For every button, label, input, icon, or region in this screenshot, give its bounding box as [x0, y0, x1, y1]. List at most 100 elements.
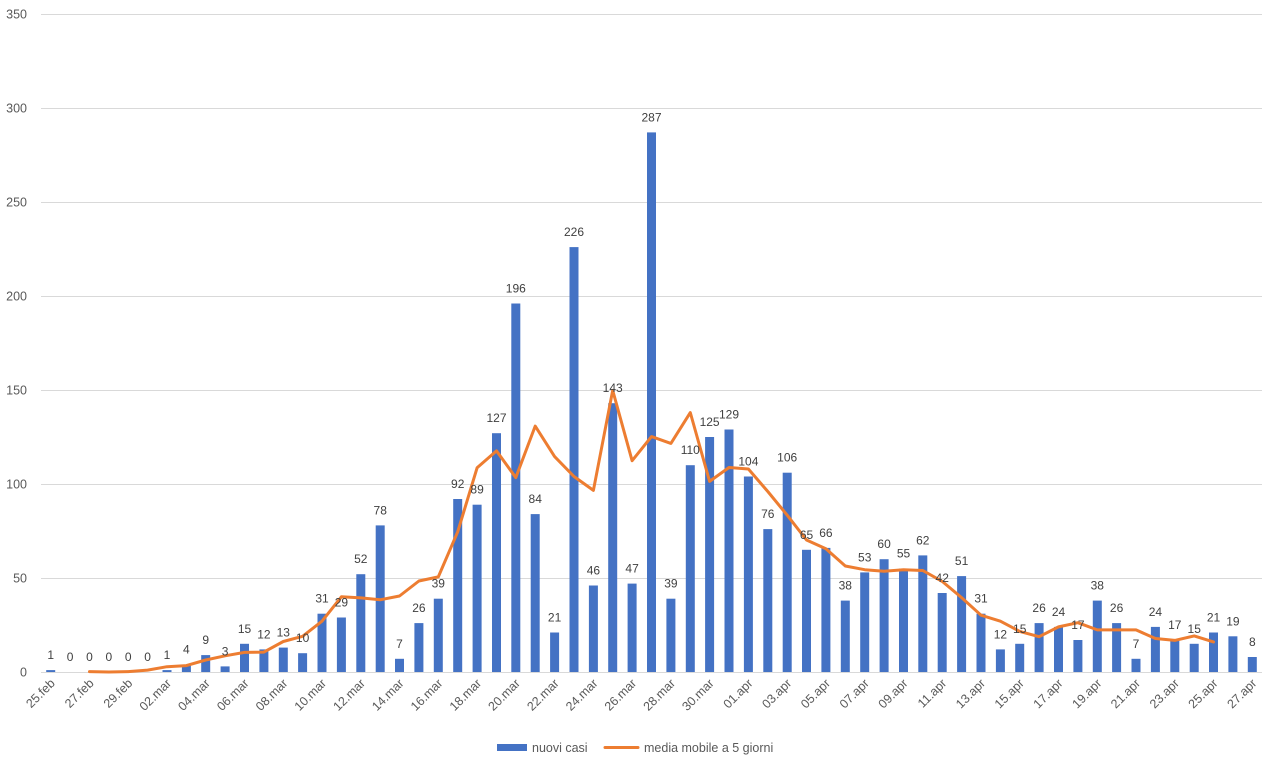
- data-label: 21: [1207, 611, 1221, 625]
- data-label: 129: [719, 408, 739, 422]
- data-label: 53: [858, 550, 872, 564]
- y-tick-label: 150: [6, 384, 27, 398]
- x-tick-label: 20.mar: [486, 676, 523, 713]
- data-label: 3: [222, 644, 229, 658]
- x-tick-label: 18.mar: [447, 676, 484, 713]
- x-tick-label: 09.apr: [876, 676, 911, 711]
- bar-nuovi-casi: [1150, 626, 1160, 672]
- x-tick-label: 27.apr: [1224, 676, 1259, 711]
- x-axis-labels: 25.feb 27.feb 29.feb 02.mar 04.mar 06.mar 08.m…: [23, 676, 1259, 713]
- data-label: 0: [86, 650, 93, 664]
- bar-nuovi-casi: [550, 632, 560, 672]
- bar-nuovi-casi: [821, 547, 831, 672]
- bar-nuovi-casi: [608, 403, 618, 672]
- bar-nuovi-casi: [724, 429, 734, 672]
- data-label: 46: [587, 564, 601, 578]
- bar-nuovi-casi: [802, 549, 811, 672]
- y-tick-label: 0: [20, 666, 27, 680]
- data-label: 1: [164, 648, 171, 662]
- bar-nuovi-casi: [957, 576, 967, 672]
- x-tick-label: 07.apr: [837, 676, 872, 711]
- data-label: 0: [125, 650, 132, 664]
- bar-nuovi-casi: [453, 499, 463, 672]
- bar-nuovi-casi: [705, 437, 715, 672]
- bar-nuovi-casi: [278, 647, 288, 672]
- bar-nuovi-casi: [395, 658, 404, 672]
- legend-swatch-bar: [497, 744, 527, 751]
- data-label: 24: [1149, 605, 1163, 619]
- legend-label-bar: nuovi casi: [532, 741, 588, 755]
- legend-item-bar: nuovi casi: [497, 741, 588, 755]
- data-label: 196: [506, 282, 526, 296]
- legend-label-line: media mobile a 5 giorni: [644, 741, 773, 755]
- y-tick-label: 50: [13, 572, 27, 586]
- x-tick-label: 26.mar: [602, 676, 639, 713]
- data-label: 17: [1168, 618, 1182, 632]
- data-label: 65: [800, 528, 814, 542]
- data-label: 26: [1032, 601, 1046, 615]
- bar-nuovi-casi: [240, 643, 249, 672]
- bar-nuovi-casi: [879, 559, 889, 672]
- bar-nuovi-casi: [201, 655, 211, 672]
- bar-nuovi-casi: [569, 247, 579, 672]
- bar-nuovi-casi: [588, 585, 598, 672]
- data-label: 1: [47, 648, 54, 662]
- data-label: 143: [603, 381, 623, 395]
- legend-item-line: media mobile a 5 giorni: [603, 741, 773, 755]
- data-label: 31: [315, 592, 329, 606]
- data-label: 24: [1052, 605, 1066, 619]
- bar-nuovi-casi: [511, 303, 521, 672]
- bar-nuovi-casi: [162, 670, 172, 672]
- data-label: 12: [994, 627, 1008, 641]
- data-label: 89: [470, 483, 484, 497]
- x-tick-label: 08.mar: [253, 676, 290, 713]
- bar-nuovi-casi: [259, 649, 269, 672]
- x-tick-label: 25.feb: [23, 676, 58, 711]
- bar-nuovi-casi: [937, 593, 947, 672]
- bar-nuovi-casi: [627, 583, 637, 672]
- x-tick-label: 23.apr: [1147, 676, 1182, 711]
- data-label: 51: [955, 554, 969, 568]
- data-label: 66: [819, 526, 833, 540]
- bar-nuovi-casi: [472, 504, 482, 672]
- x-tick-label: 04.mar: [175, 676, 212, 713]
- data-label: 106: [777, 451, 797, 465]
- x-tick-label: 01.apr: [721, 676, 756, 711]
- y-tick-label: 100: [6, 478, 27, 492]
- data-label: 92: [451, 477, 465, 491]
- data-label: 226: [564, 225, 584, 239]
- bar-nuovi-casi: [666, 598, 676, 672]
- bar-nuovi-casi: [1228, 636, 1238, 672]
- x-tick-label: 30.mar: [679, 676, 716, 713]
- data-label: 0: [105, 650, 112, 664]
- data-label: 38: [1091, 579, 1105, 593]
- x-tick-label: 28.mar: [641, 676, 678, 713]
- data-label: 76: [761, 507, 775, 521]
- bars: [46, 132, 1257, 672]
- bar-nuovi-casi: [317, 613, 327, 672]
- data-label: 7: [1133, 637, 1140, 651]
- bar-nuovi-casi: [840, 600, 850, 672]
- bar-nuovi-casi: [1131, 658, 1141, 672]
- data-label: 110: [681, 443, 700, 457]
- bar-nuovi-casi: [995, 649, 1005, 672]
- bar-nuovi-casi: [1189, 643, 1199, 672]
- x-tick-label: 25.apr: [1186, 676, 1221, 711]
- data-label: 287: [641, 110, 661, 124]
- data-label: 55: [897, 547, 911, 561]
- x-tick-label: 13.apr: [953, 676, 988, 711]
- y-tick-label: 250: [6, 196, 27, 210]
- bar-nuovi-casi: [918, 555, 928, 672]
- data-label: 62: [916, 533, 930, 547]
- data-label: 31: [974, 592, 988, 606]
- data-label: 13: [277, 626, 291, 640]
- legend: nuovi casi media mobile a 5 giorni: [497, 741, 773, 755]
- data-label: 17: [1071, 618, 1085, 632]
- x-tick-label: 10.mar: [292, 676, 329, 713]
- bar-nuovi-casi: [220, 666, 230, 672]
- x-tick-label: 19.apr: [1069, 676, 1104, 711]
- x-tick-label: 12.mar: [331, 676, 368, 713]
- bar-nuovi-casi: [1054, 626, 1063, 672]
- data-label: 4: [183, 643, 190, 657]
